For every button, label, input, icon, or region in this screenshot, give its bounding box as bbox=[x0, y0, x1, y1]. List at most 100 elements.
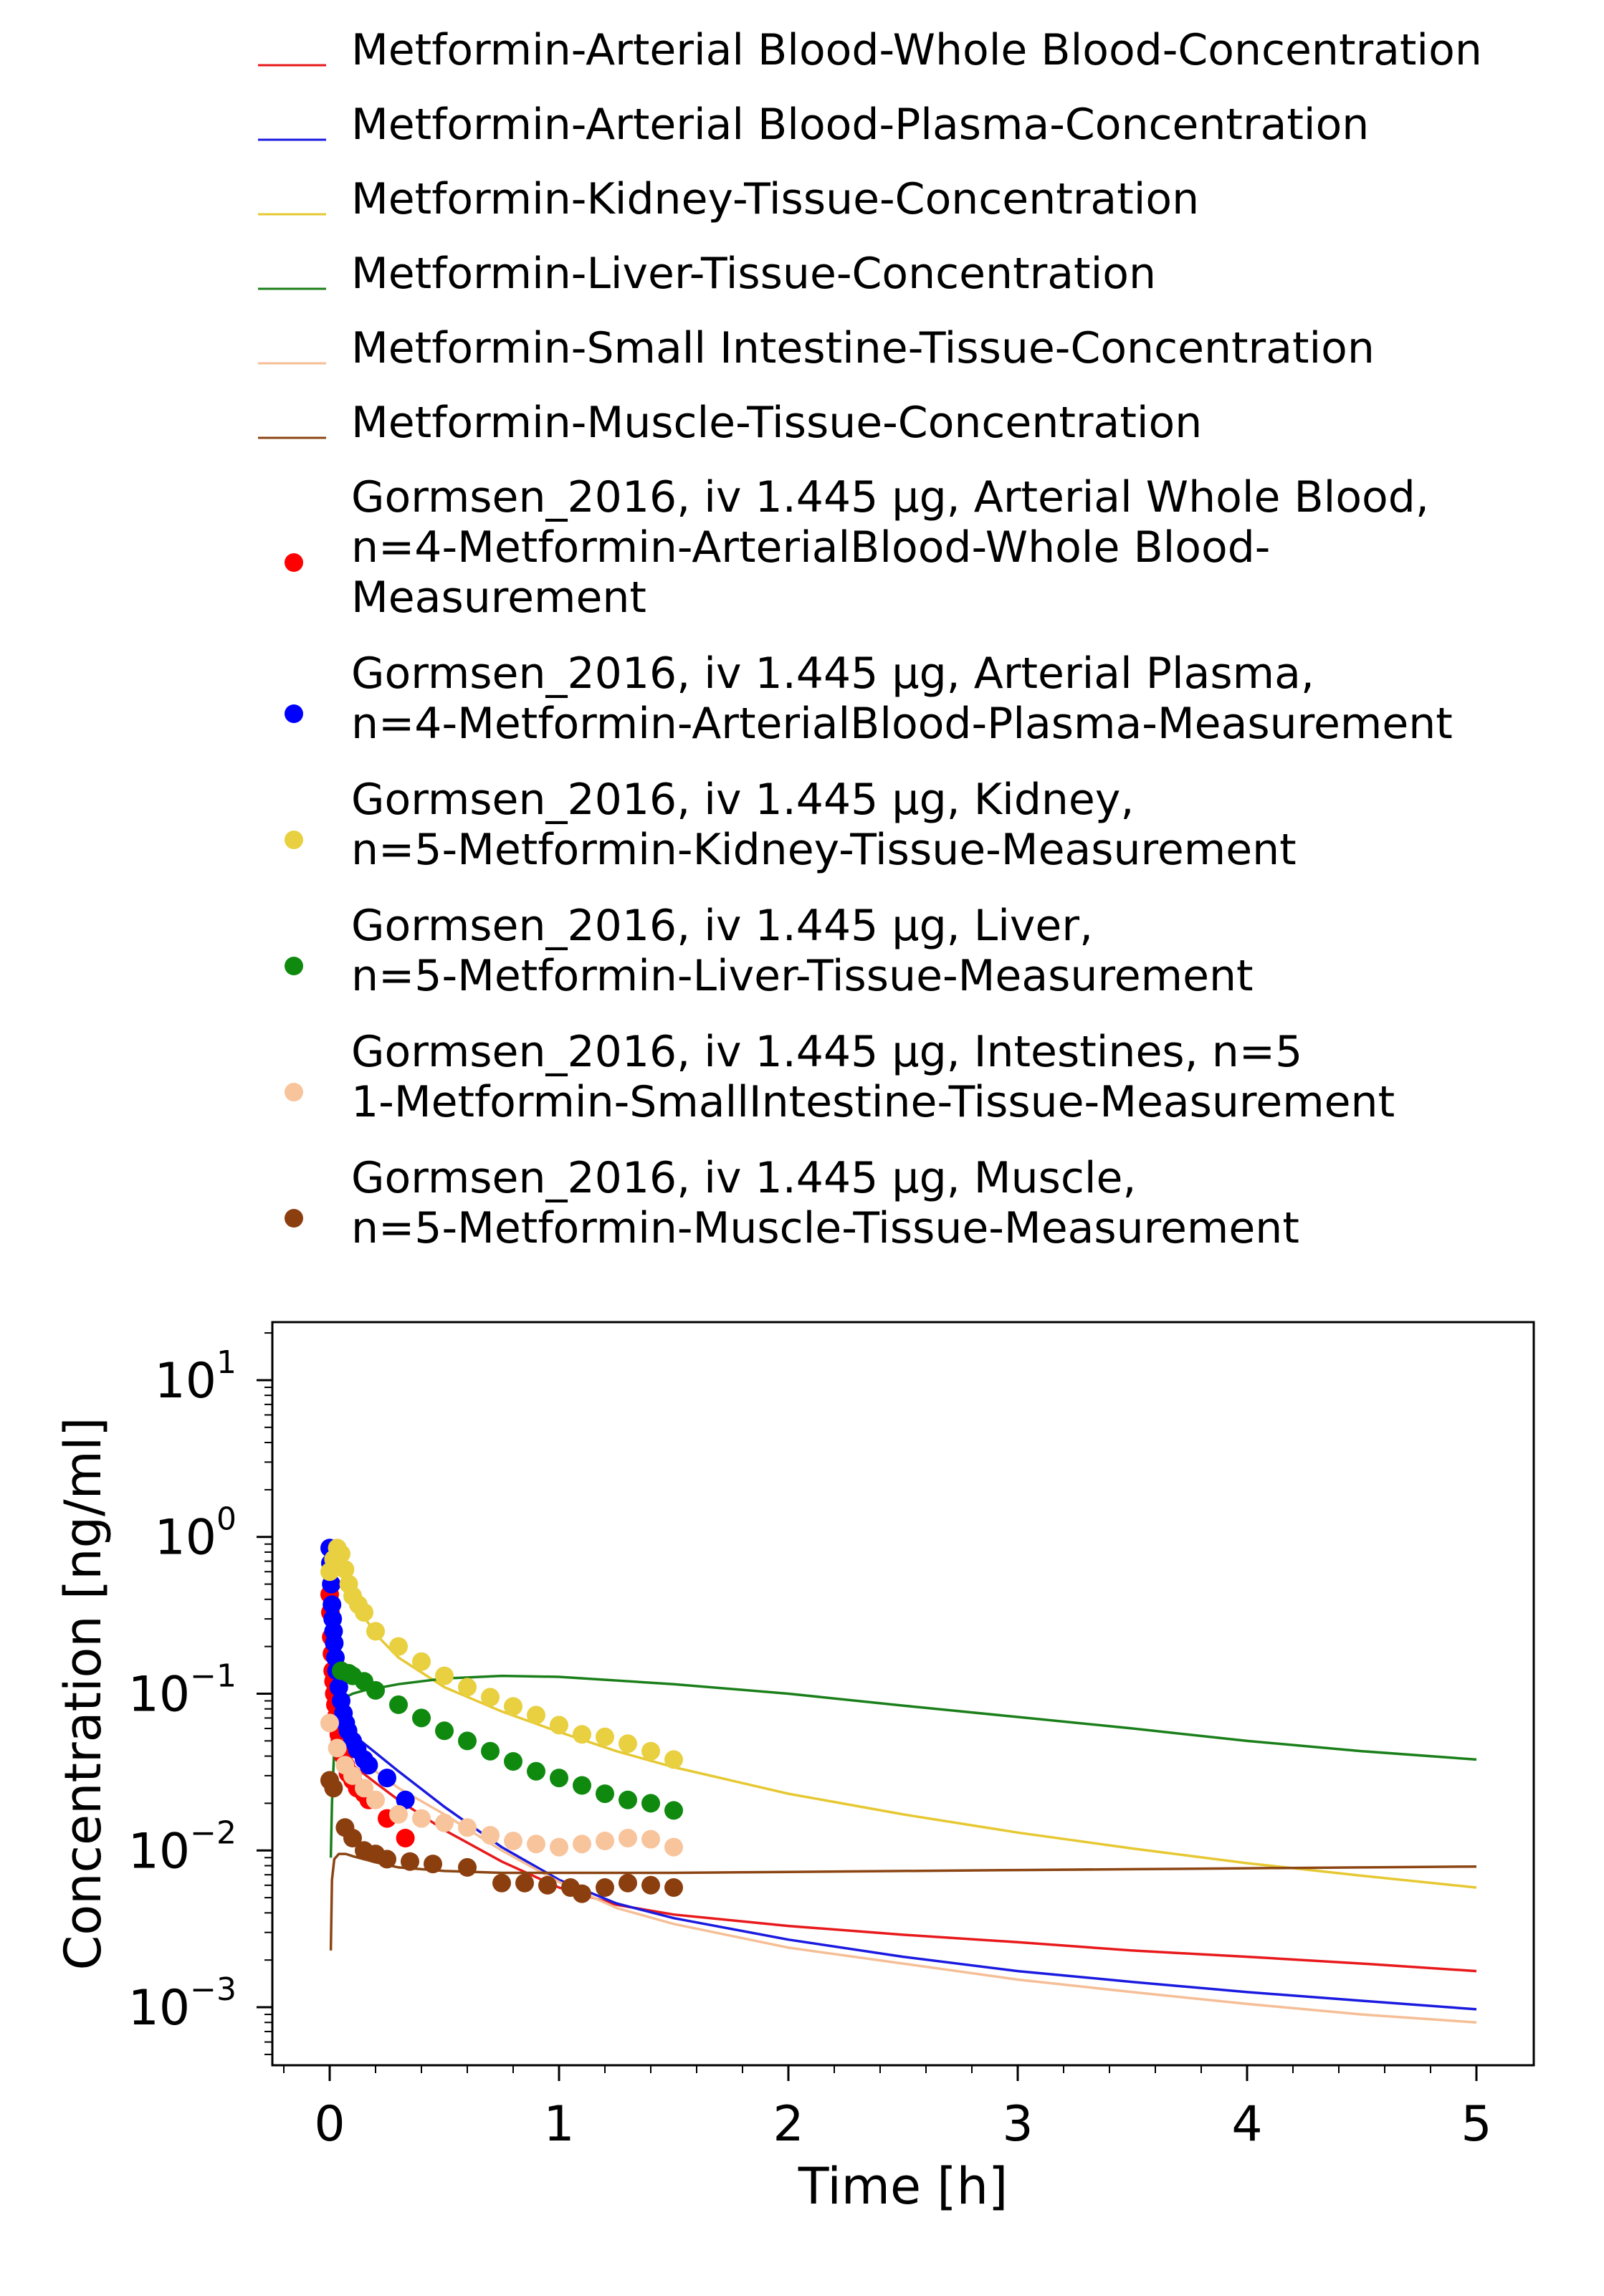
data-point bbox=[550, 1837, 568, 1857]
data-point bbox=[596, 1784, 614, 1804]
data-point bbox=[412, 1809, 431, 1828]
data-point bbox=[401, 1852, 419, 1871]
data-point bbox=[378, 1769, 396, 1788]
data-point bbox=[320, 1713, 339, 1733]
legend-label: n=5-Metformin-Muscle-Tissue-Measurement bbox=[351, 1203, 1299, 1253]
x-tick-label: 4 bbox=[1231, 2096, 1262, 2153]
x-tick-label: 3 bbox=[1002, 2096, 1033, 2153]
legend-label: Gormsen_2016, iv 1.445 µg, Liver, bbox=[351, 901, 1093, 951]
legend-item-3: Metformin-Kidney-Tissue-Concentration bbox=[258, 174, 1199, 224]
data-point bbox=[396, 1790, 415, 1809]
legend-swatch-dot bbox=[285, 704, 303, 723]
series-points-gormsen-2016-iv-1-445-g-kidney-n-5-metformin-kidney-tissue-m bbox=[320, 1539, 683, 1769]
data-point bbox=[664, 1750, 683, 1769]
data-point bbox=[515, 1873, 534, 1893]
x-tick-label: 1 bbox=[543, 2096, 574, 2153]
x-tick-label: 5 bbox=[1461, 2096, 1491, 2153]
data-point bbox=[389, 1804, 408, 1824]
data-point bbox=[355, 1779, 373, 1798]
y-tick-label: 10−3 bbox=[128, 1971, 237, 2037]
data-point bbox=[527, 1835, 545, 1854]
y-tick-label: 101 bbox=[154, 1344, 237, 1410]
data-point bbox=[619, 1790, 637, 1809]
data-point bbox=[389, 1695, 408, 1714]
data-point bbox=[435, 1721, 454, 1741]
data-point bbox=[355, 1603, 373, 1622]
axes: 0 1 2 3 4 5 101 100 10−1 10−2 10−3 Time [h] Concentr… bbox=[54, 1332, 1492, 2216]
y-tick-label: 10−1 bbox=[128, 1658, 237, 1723]
legend-item-12: Gormsen_2016, iv 1.445 µg, Muscle,n=5-Me… bbox=[285, 1153, 1299, 1253]
data-point bbox=[332, 1544, 350, 1564]
data-point bbox=[324, 1779, 343, 1798]
series-points-gormsen-2016-iv-1-445-g-muscle-n-5-metformin-muscle-tissue-m bbox=[320, 1771, 683, 1903]
data-point bbox=[664, 1801, 683, 1820]
model-lines bbox=[329, 1554, 1477, 2024]
legend-label: Metformin-Kidney-Tissue-Concentration bbox=[351, 174, 1199, 224]
legend-label: Measurement bbox=[351, 573, 646, 623]
data-point bbox=[412, 1708, 431, 1728]
data-point bbox=[573, 1725, 591, 1744]
legend-label: n=4-Metformin-ArterialBlood-Whole Blood- bbox=[351, 522, 1270, 573]
data-point bbox=[424, 1855, 442, 1874]
data-point bbox=[504, 1697, 522, 1716]
data-point bbox=[527, 1706, 545, 1725]
data-point bbox=[664, 1878, 683, 1897]
legend-item-11: Gormsen_2016, iv 1.445 µg, Intestines, n… bbox=[285, 1027, 1395, 1127]
legend-swatch-dot bbox=[285, 957, 303, 975]
legend-label: Metformin-Muscle-Tissue-Concentration bbox=[351, 398, 1202, 448]
legend-label: 1-Metformin-SmallIntestine-Tissue-Measur… bbox=[351, 1077, 1395, 1127]
data-point bbox=[435, 1813, 454, 1832]
data-point bbox=[573, 1776, 591, 1795]
legend: Metformin-Arterial Blood-Whole Blood-Con… bbox=[258, 25, 1482, 1253]
data-point bbox=[538, 1875, 557, 1895]
data-point bbox=[343, 1829, 362, 1847]
legend-item-6: Metformin-Muscle-Tissue-Concentration bbox=[258, 398, 1202, 448]
data-point bbox=[641, 1794, 660, 1813]
data-point bbox=[504, 1832, 522, 1850]
data-point bbox=[619, 1829, 637, 1847]
legend-label: Metformin-Arterial Blood-Plasma-Concentr… bbox=[351, 100, 1369, 150]
series-line-metformin-muscle-tissue-concentration bbox=[329, 1852, 1477, 1951]
data-point bbox=[619, 1873, 637, 1893]
y-axis-label: Concentration [ng/ml] bbox=[54, 1417, 113, 1970]
series-points-gormsen-2016-iv-1-445-g-liver-n-5-metformin-liver-tissue-mea bbox=[332, 1661, 683, 1820]
x-tick-label: 0 bbox=[314, 2096, 345, 2153]
data-point bbox=[325, 1634, 344, 1652]
data-point bbox=[481, 1741, 500, 1761]
data-point bbox=[458, 1857, 477, 1877]
data-point bbox=[343, 1766, 362, 1785]
data-point bbox=[481, 1826, 500, 1845]
data-point bbox=[573, 1884, 591, 1903]
data-point bbox=[596, 1727, 614, 1746]
legend-item-1: Metformin-Arterial Blood-Whole Blood-Con… bbox=[258, 25, 1482, 75]
data-point bbox=[573, 1835, 591, 1854]
x-axis-label: Time [h] bbox=[798, 2157, 1008, 2216]
y-tick-label: 10−2 bbox=[128, 1814, 237, 1880]
legend-item-2: Metformin-Arterial Blood-Plasma-Concentr… bbox=[258, 100, 1369, 150]
data-point bbox=[389, 1637, 408, 1656]
legend-swatch-dot bbox=[285, 831, 303, 849]
data-point bbox=[329, 1678, 348, 1697]
legend-item-8: Gormsen_2016, iv 1.445 µg, Arterial Plas… bbox=[285, 649, 1453, 749]
data-point bbox=[641, 1875, 660, 1895]
data-point bbox=[504, 1752, 522, 1771]
data-point bbox=[619, 1734, 637, 1754]
legend-item-7: Gormsen_2016, iv 1.445 µg, Arterial Whol… bbox=[285, 472, 1429, 623]
legend-label: Gormsen_2016, iv 1.445 µg, Kidney, bbox=[351, 775, 1134, 825]
data-point bbox=[664, 1837, 683, 1857]
plot-area bbox=[271, 1321, 1535, 2067]
data-point bbox=[492, 1873, 511, 1893]
legend-label: Gormsen_2016, iv 1.445 µg, Muscle, bbox=[351, 1153, 1137, 1203]
legend-item-5: Metformin-Small Intestine-Tissue-Concent… bbox=[258, 323, 1375, 373]
legend-swatch-dot bbox=[285, 1209, 303, 1228]
legend-label: Gormsen_2016, iv 1.445 µg, Intestines, n… bbox=[351, 1027, 1302, 1077]
data-point bbox=[359, 1756, 378, 1775]
x-tick-label: 2 bbox=[773, 2096, 803, 2153]
data-point bbox=[458, 1731, 477, 1751]
legend-swatch-dot bbox=[285, 1083, 303, 1101]
data-point bbox=[458, 1678, 477, 1697]
legend-label: Gormsen_2016, iv 1.445 µg, Arterial Plas… bbox=[351, 649, 1314, 699]
data-point bbox=[335, 1560, 355, 1579]
legend-label: n=5-Metformin-Kidney-Tissue-Measurement bbox=[351, 825, 1297, 875]
